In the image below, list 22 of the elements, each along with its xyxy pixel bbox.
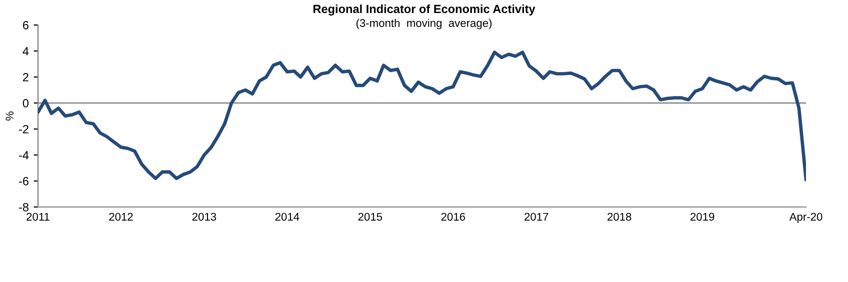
chart-title: Regional Indicator of Economic Activity	[314, 4, 536, 16]
line-series	[38, 50, 806, 182]
x-tick-label: 2018	[608, 212, 632, 221]
chart-subtitle: (3-month moving average)	[356, 18, 492, 30]
y-tick-label: -8	[19, 203, 28, 212]
x-tick-label: 2017	[524, 212, 548, 221]
y-tick-label: -4	[19, 151, 29, 160]
x-tick-label: 2015	[358, 212, 382, 221]
y-tick-label: 4	[22, 47, 29, 56]
y-tick-label: 0	[22, 99, 29, 108]
x-tick-label: Apr-20	[789, 212, 822, 223]
x-tick-label: 2016	[441, 212, 466, 221]
x-tick-label: 2013	[192, 212, 216, 221]
y-tick-label: -6	[19, 177, 28, 186]
x-tick-label: 2012	[109, 212, 133, 221]
y-tick-label: 6	[23, 21, 28, 30]
y-tick-label: -2	[19, 125, 28, 134]
x-tick-label: 2014	[275, 212, 300, 221]
x-tick-label: 2011	[26, 212, 50, 221]
x-tick-label: 2019	[690, 212, 714, 221]
y-axis-title: %	[6, 111, 14, 121]
y-tick-label: 2	[23, 73, 28, 82]
